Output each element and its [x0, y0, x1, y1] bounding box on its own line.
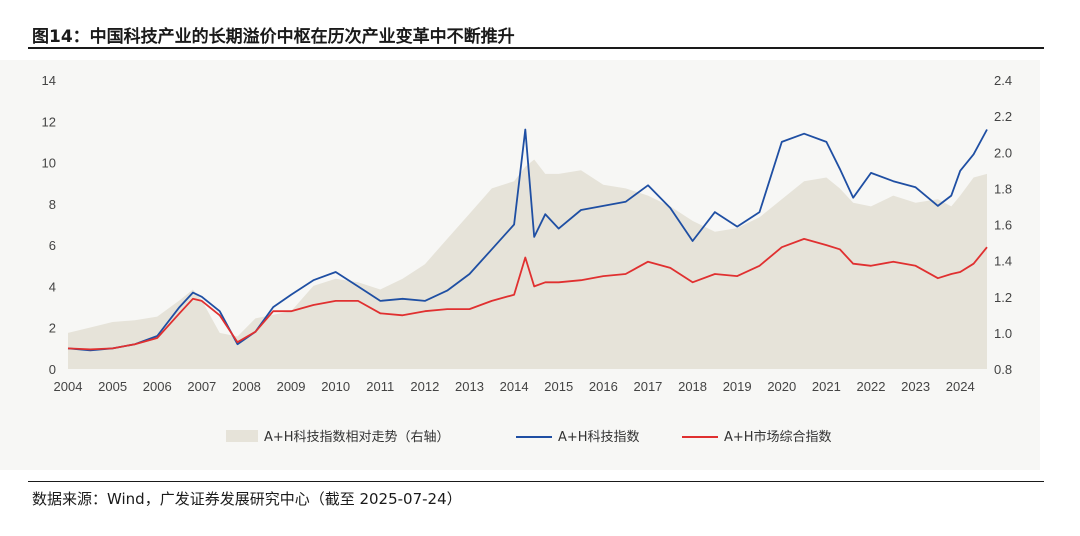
right-axis-tick-label: 1.2	[994, 290, 1012, 305]
x-axis-tick-label: 2011	[366, 379, 394, 394]
right-axis-tick-label: 1.6	[994, 218, 1012, 233]
left-axis-tick-label: 8	[49, 197, 56, 212]
x-axis-tick-label: 2017	[633, 379, 662, 394]
x-axis-tick-label: 2013	[455, 379, 484, 394]
series-line-tech	[67, 128, 988, 352]
right-axis-tick-label: 2.4	[994, 73, 1012, 88]
x-axis-tick-label: 2010	[321, 379, 350, 394]
right-axis-tick-label: 1.0	[994, 326, 1012, 341]
x-axis-tick-label: 2012	[410, 379, 439, 394]
x-axis-tick-label: 2009	[277, 379, 306, 394]
legend-swatch-relative	[226, 430, 258, 442]
source-rule	[28, 481, 1044, 482]
x-axis-tick-label: 2007	[187, 379, 216, 394]
legend: A+H科技指数相对走势（右轴） A+H科技指数 A+H市场综合指数	[226, 429, 832, 445]
x-axis-tick-label: 2005	[98, 379, 127, 394]
title-rule	[28, 47, 1044, 49]
x-axis-tick-label: 2020	[767, 379, 796, 394]
left-axis-tick-label: 6	[49, 238, 56, 253]
figure-title: 图14：中国科技产业的长期溢价中枢在历次产业变革中不断推升	[32, 27, 515, 47]
x-axis-tick-label: 2018	[678, 379, 707, 394]
left-axis-tick-label: 10	[42, 156, 56, 171]
legend-label-relative: A+H科技指数相对走势（右轴）	[264, 429, 450, 445]
left-axis-tick-label: 4	[49, 279, 56, 294]
x-axis-tick-label: 2016	[589, 379, 618, 394]
x-axis-tick-label: 2008	[232, 379, 261, 394]
right-axis-tick-label: 1.8	[994, 181, 1012, 196]
x-axis-tick-label: 2019	[723, 379, 752, 394]
right-axis-tick-label: 2.0	[994, 145, 1012, 160]
right-axis-tick-label: 0.8	[994, 362, 1012, 377]
legend-label-market: A+H市场综合指数	[724, 429, 832, 445]
x-axis-tick-label: 2022	[857, 379, 886, 394]
left-axis-tick-label: 0	[49, 362, 56, 377]
x-axis-tick-label: 2006	[143, 379, 172, 394]
line-layer	[67, 128, 988, 352]
left-axis-tick-label: 14	[42, 73, 56, 88]
x-axis-tick-label: 2014	[500, 379, 529, 394]
source-note: 数据来源：Wind，广发证券发展研究中心（截至 2025-07-24）	[32, 490, 462, 508]
right-axis-tick-label: 2.2	[994, 109, 1012, 124]
x-axis-tick-label: 2023	[901, 379, 930, 394]
legend-label-tech: A+H科技指数	[558, 430, 640, 445]
right-axis-tick-label: 1.4	[994, 254, 1012, 269]
tick-layer: 0 2 4 6 8 10 12 14 0.8 1.0 1.2 1.4 1.6 1.8 2.0 2.2 2.4 20…	[42, 73, 1013, 394]
x-axis-tick-label: 2004	[54, 379, 83, 394]
x-axis-tick-label: 2024	[946, 379, 975, 394]
series-line-market	[67, 237, 988, 351]
left-axis-tick-label: 2	[49, 321, 56, 336]
x-axis-tick-label: 2015	[544, 379, 573, 394]
x-axis-tick-label: 2021	[812, 379, 841, 394]
left-axis-tick-label: 12	[42, 114, 56, 129]
